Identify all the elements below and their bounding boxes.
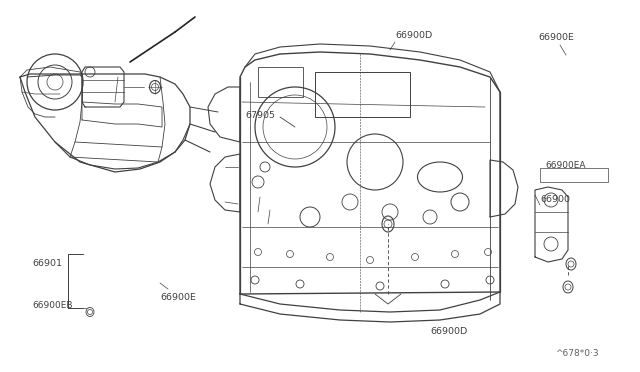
Text: 66901: 66901 bbox=[32, 259, 62, 267]
Text: 66900E: 66900E bbox=[160, 294, 196, 302]
Text: 67905: 67905 bbox=[245, 110, 275, 119]
Text: 66900EB: 66900EB bbox=[32, 301, 72, 310]
Bar bbox=[258, 67, 303, 97]
Text: 66900D: 66900D bbox=[430, 327, 467, 337]
Text: 66900D: 66900D bbox=[395, 31, 432, 39]
Text: ^678*0·3: ^678*0·3 bbox=[555, 350, 598, 359]
Text: 66900EA: 66900EA bbox=[545, 160, 586, 170]
Bar bbox=[315, 72, 410, 117]
Bar bbox=[540, 168, 608, 182]
Text: 66900E: 66900E bbox=[538, 33, 574, 42]
Text: 66900: 66900 bbox=[540, 196, 570, 205]
